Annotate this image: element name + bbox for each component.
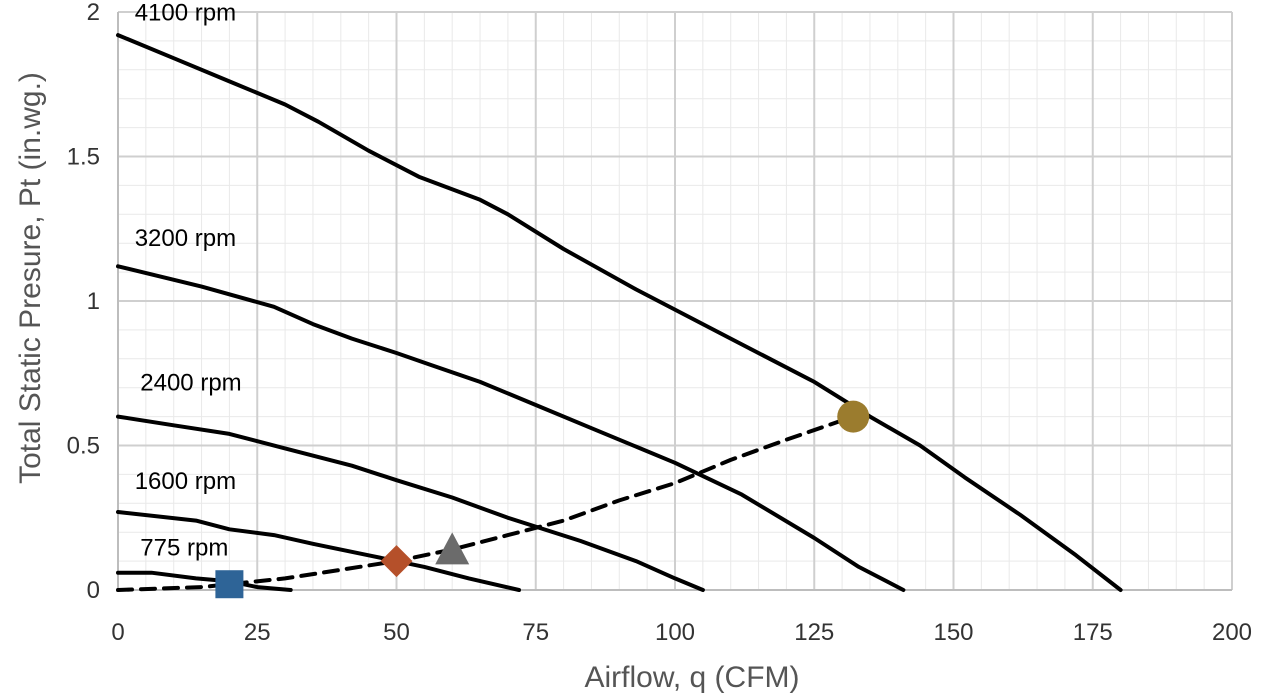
diamond-marker [380,545,413,578]
curve-label: 1600 rpm [135,468,236,495]
x-tick-labels: 0 25 50 75 100 125 150 175 200 [111,619,1252,646]
x-tick-label: 25 [244,619,271,646]
circle-marker [837,400,870,433]
x-tick-label: 100 [655,619,695,646]
curve-labels: 4100 rpm 3200 rpm 2400 rpm 1600 rpm 775 rpm [135,0,242,561]
y-tick-labels: 0 0.5 1 1.5 2 [67,0,100,604]
fan-curve-line [116,570,293,592]
square-marker [215,570,244,599]
x-axis-title: Airflow, q (CFM) [584,661,799,694]
y-axis-title: Total Static Presure, Pt (in.wg.) [14,72,47,484]
x-tick-label: 200 [1212,619,1252,646]
x-tick-label: 75 [522,619,549,646]
x-tick-label: 0 [111,619,124,646]
y-tick-label: 1 [87,288,100,315]
y-tick-label: 1.5 [67,144,100,171]
y-tick-label: 0.5 [67,433,100,460]
x-tick-label: 150 [933,619,973,646]
triangle-marker [435,532,470,565]
x-tick-label: 50 [383,619,410,646]
y-tick-label: 0 [87,577,100,604]
fan-curve-line [116,264,906,592]
fan-curve-line [116,510,521,592]
axes [117,12,1232,591]
curve-label: 3200 rpm [135,225,236,252]
x-tick-label: 175 [1073,619,1113,646]
curve-label: 2400 rpm [140,370,241,397]
fan-curve-line [116,33,1123,592]
fan-curve-line [116,414,705,592]
curve-label: 4100 rpm [135,0,236,27]
curve-label: 775 rpm [140,534,228,561]
y-tick-label: 2 [87,0,100,26]
operating-point-markers [215,400,870,599]
x-tick-label: 125 [794,619,834,646]
